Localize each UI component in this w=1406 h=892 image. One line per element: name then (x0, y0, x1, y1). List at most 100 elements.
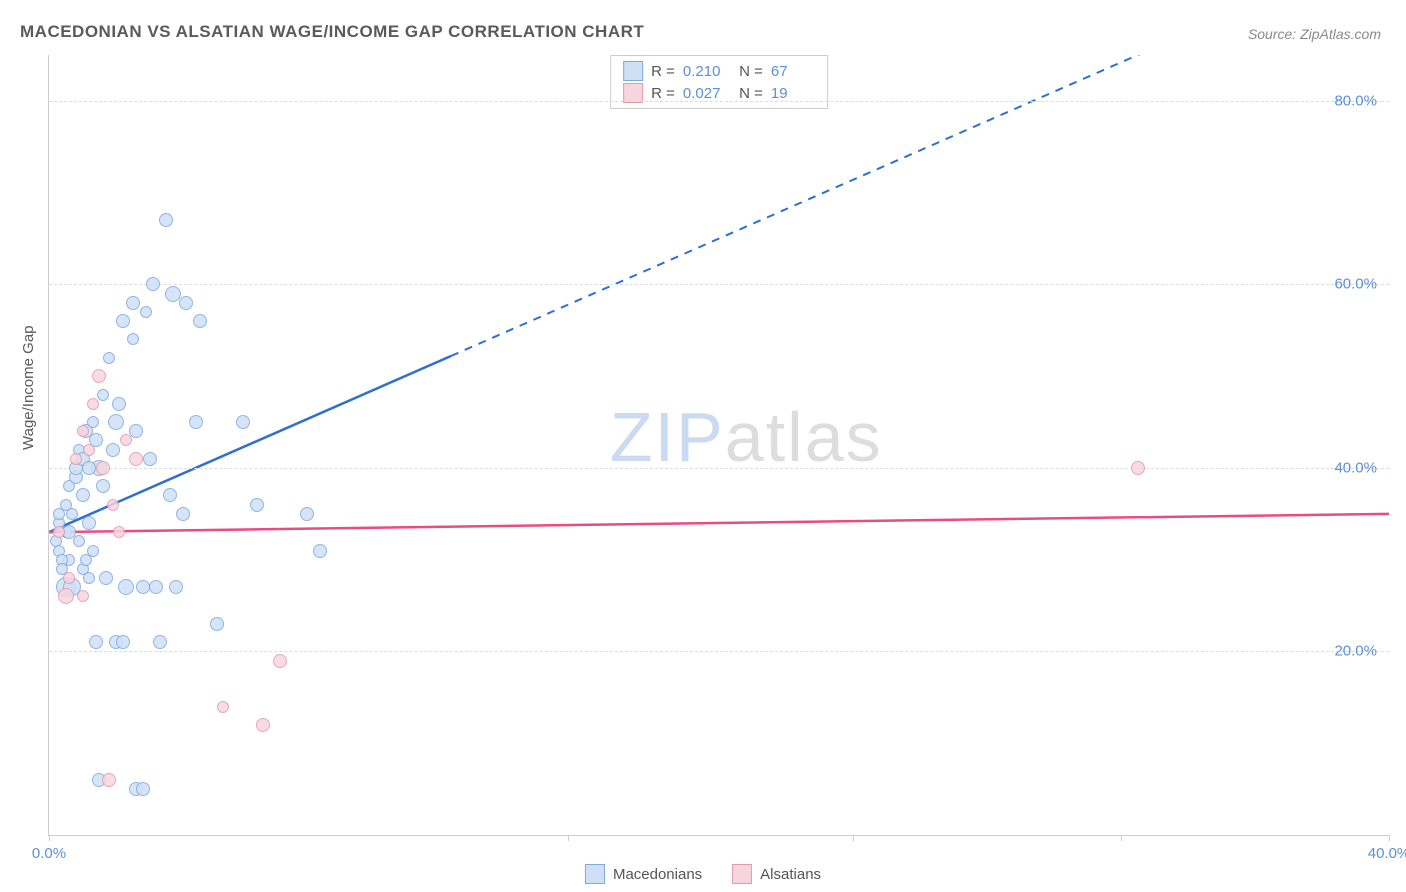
y-tick-label: 20.0% (1334, 643, 1377, 660)
scatter-point (96, 479, 110, 493)
scatter-point (120, 434, 132, 446)
source-label: Source: ZipAtlas.com (1248, 26, 1381, 42)
scatter-point (179, 296, 193, 310)
scatter-point (189, 415, 203, 429)
stat-n-label: N = (735, 85, 763, 102)
stat-r-value: 0.210 (683, 63, 727, 80)
scatter-point (80, 554, 92, 566)
legend-label: Macedonians (613, 866, 702, 883)
scatter-point (256, 718, 270, 732)
scatter-point (149, 580, 163, 594)
scatter-point (163, 488, 177, 502)
chart-title: MACEDONIAN VS ALSATIAN WAGE/INCOME GAP C… (20, 22, 644, 42)
scatter-point (1131, 461, 1145, 475)
scatter-point (77, 590, 89, 602)
scatter-point (136, 782, 150, 796)
scatter-point (300, 507, 314, 521)
legend-swatch (585, 864, 605, 884)
scatter-point (76, 488, 90, 502)
scatter-point (116, 314, 130, 328)
legend-item: Alsatians (732, 864, 821, 884)
stat-r-label: R = (651, 85, 675, 102)
scatter-point (143, 452, 157, 466)
scatter-point (127, 333, 139, 345)
scatter-point (53, 526, 65, 538)
y-tick-label: 60.0% (1334, 276, 1377, 293)
legend-label: Alsatians (760, 866, 821, 883)
scatter-point (146, 277, 160, 291)
scatter-point (136, 580, 150, 594)
scatter-point (273, 654, 287, 668)
legend-swatch (732, 864, 752, 884)
gridline (49, 651, 1389, 652)
watermark-part1: ZIP (610, 398, 725, 476)
stat-row: R = 0.210 N = 67 (623, 60, 815, 82)
x-tick-mark (1121, 835, 1122, 841)
y-axis-label: Wage/Income Gap (20, 325, 37, 450)
legend-swatch (623, 61, 643, 81)
scatter-point (129, 424, 143, 438)
scatter-point (140, 306, 152, 318)
scatter-point (193, 314, 207, 328)
scatter-point (103, 352, 115, 364)
stat-r-value: 0.027 (683, 85, 727, 102)
scatter-point (210, 617, 224, 631)
scatter-point (70, 453, 82, 465)
scatter-point (82, 461, 96, 475)
x-tick-label: 0.0% (32, 845, 66, 862)
y-tick-label: 40.0% (1334, 459, 1377, 476)
scatter-point (107, 499, 119, 511)
scatter-point (97, 389, 109, 401)
scatter-point (113, 526, 125, 538)
watermark: ZIPatlas (610, 397, 883, 477)
scatter-point (99, 571, 113, 585)
scatter-point (112, 397, 126, 411)
x-tick-mark (49, 835, 50, 841)
scatter-point (126, 296, 140, 310)
x-tick-mark (1389, 835, 1390, 841)
scatter-point (89, 635, 103, 649)
stat-n-value: 67 (771, 63, 815, 80)
scatter-point (63, 572, 75, 584)
scatter-point (108, 414, 124, 430)
bottom-legend: Macedonians Alsatians (585, 864, 821, 884)
scatter-point (313, 544, 327, 558)
scatter-point (66, 508, 78, 520)
x-tick-label: 40.0% (1368, 845, 1406, 862)
scatter-point (87, 416, 99, 428)
stat-n-value: 19 (771, 85, 815, 102)
scatter-point (96, 461, 110, 475)
gridline (49, 284, 1389, 285)
scatter-point (106, 443, 120, 457)
x-tick-mark (568, 835, 569, 841)
x-tick-mark (853, 835, 854, 841)
trend-lines (49, 55, 1389, 835)
gridline (49, 101, 1389, 102)
stat-r-label: R = (651, 63, 675, 80)
scatter-point (83, 572, 95, 584)
scatter-point (153, 635, 167, 649)
scatter-point (82, 516, 96, 530)
scatter-point (92, 369, 106, 383)
gridline (49, 468, 1389, 469)
scatter-point (165, 286, 181, 302)
scatter-point (236, 415, 250, 429)
scatter-point (83, 444, 95, 456)
scatter-point (87, 398, 99, 410)
stat-n-label: N = (735, 63, 763, 80)
scatter-point (176, 507, 190, 521)
scatter-point (58, 588, 74, 604)
scatter-point (77, 425, 89, 437)
scatter-point (73, 535, 85, 547)
scatter-point (159, 213, 173, 227)
legend-item: Macedonians (585, 864, 702, 884)
y-tick-label: 80.0% (1334, 92, 1377, 109)
plot-area: ZIPatlas R = 0.210 N = 67 R = 0.027 N = 19 20… (48, 55, 1389, 836)
scatter-point (250, 498, 264, 512)
scatter-point (102, 773, 116, 787)
watermark-part2: atlas (725, 398, 883, 476)
scatter-point (118, 579, 134, 595)
scatter-point (217, 701, 229, 713)
scatter-point (116, 635, 130, 649)
scatter-point (129, 452, 143, 466)
